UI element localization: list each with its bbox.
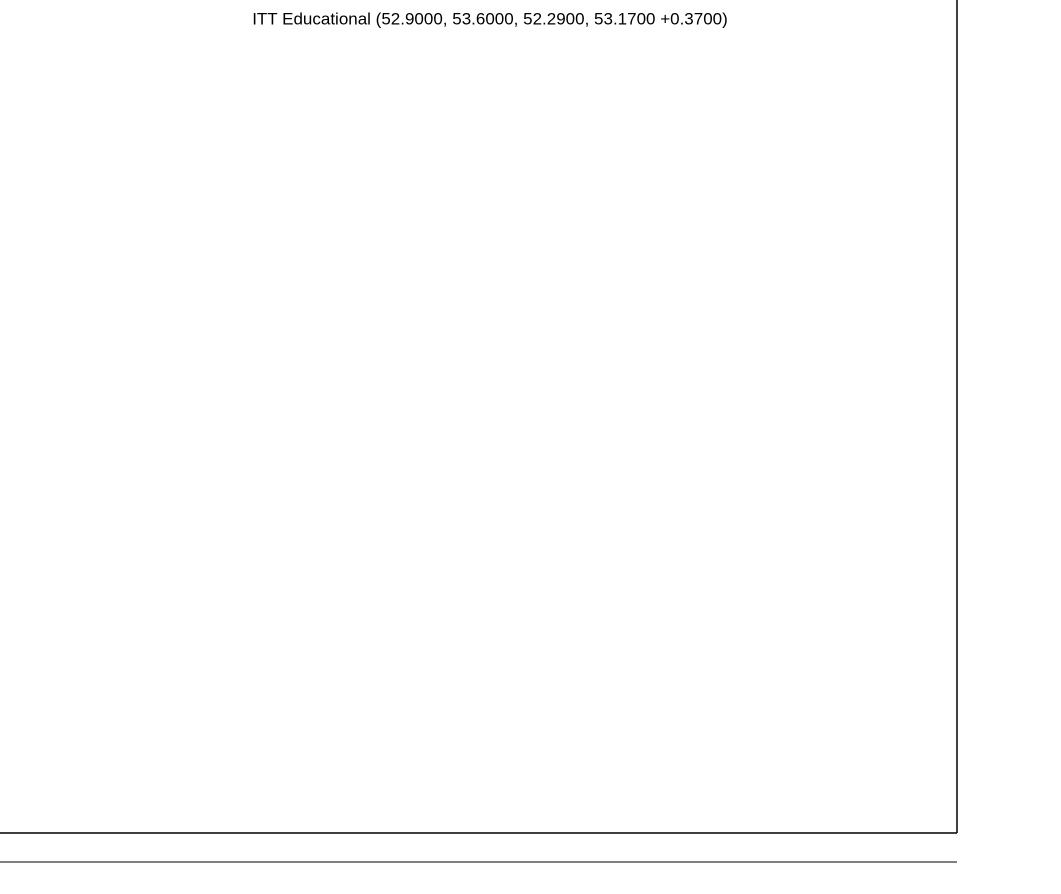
axes	[0, 0, 958, 863]
chart-title: ITT Educational (52.9000, 53.6000, 52.29…	[252, 9, 728, 28]
